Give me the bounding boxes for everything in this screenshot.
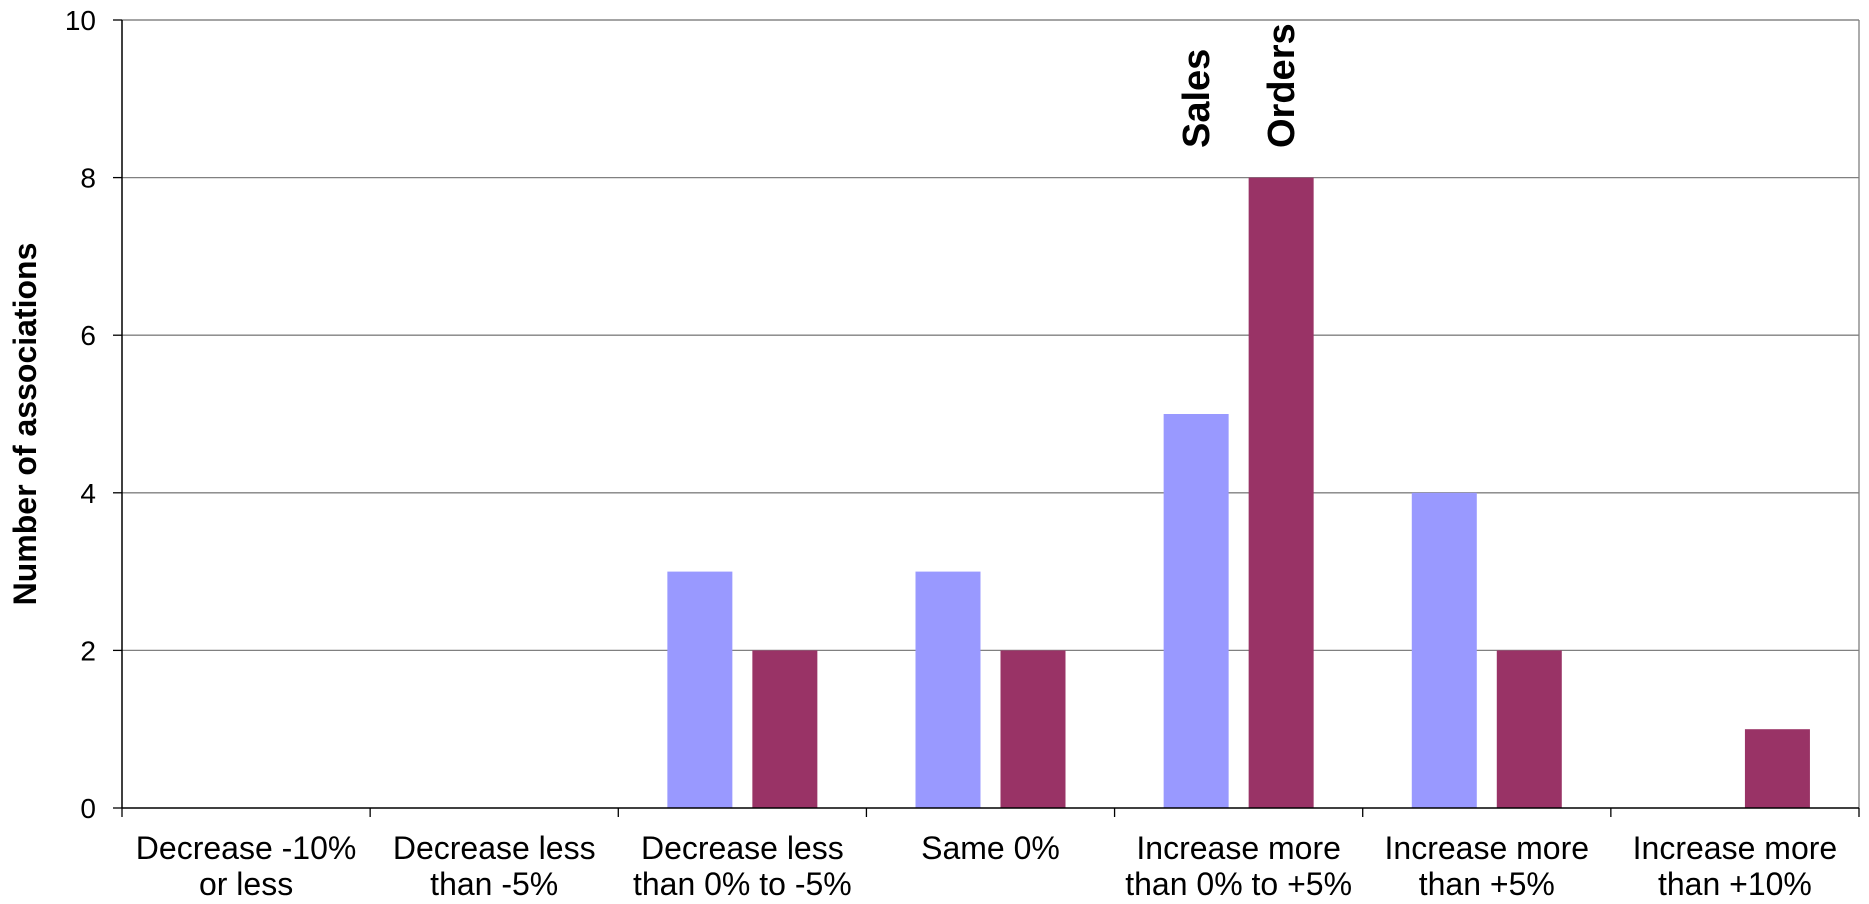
x-category-label: Decrease less	[393, 830, 596, 866]
y-axis-title: Number of associations	[7, 243, 43, 606]
gridlines	[122, 19, 1859, 652]
x-category-label: than 0% to -5%	[633, 866, 852, 902]
y-tick-label: 4	[80, 478, 96, 509]
bar-sales	[1163, 414, 1229, 808]
x-category-label: than -5%	[430, 866, 558, 902]
x-category-label: than 0% to +5%	[1125, 866, 1352, 902]
x-category-label: Decrease -10%	[136, 830, 357, 866]
series-label-sales: Sales	[1176, 49, 1218, 148]
bars	[667, 177, 1810, 809]
y-tick-label: 6	[80, 320, 96, 351]
x-category-label: Decrease less	[641, 830, 844, 866]
x-category-label: or less	[199, 866, 293, 902]
bar-orders	[1000, 650, 1066, 808]
y-tick-label: 10	[65, 5, 96, 36]
bar-orders	[752, 650, 818, 808]
bar-sales	[667, 571, 733, 808]
bar-sales	[915, 571, 981, 808]
y-tick-label: 8	[80, 163, 96, 194]
bar-sales	[1411, 492, 1477, 808]
bar-orders	[1496, 650, 1562, 808]
axes	[113, 19, 1860, 817]
y-tick-label: 0	[80, 793, 96, 824]
x-category-label: Increase more	[1136, 830, 1341, 866]
x-category-label: Increase more	[1385, 830, 1590, 866]
x-category-label: Same 0%	[921, 830, 1060, 866]
x-category-label: Increase more	[1633, 830, 1838, 866]
labels: 0 2 4 6 8 10 Decrease -10%or less Decrease less…	[65, 5, 1837, 902]
bar-orders	[1744, 729, 1810, 808]
x-category-label: than +10%	[1658, 866, 1812, 902]
x-category-label: than +5%	[1419, 866, 1555, 902]
bar-orders	[1248, 177, 1314, 809]
series-label-orders: Orders	[1261, 23, 1303, 148]
y-tick-label: 2	[80, 635, 96, 666]
